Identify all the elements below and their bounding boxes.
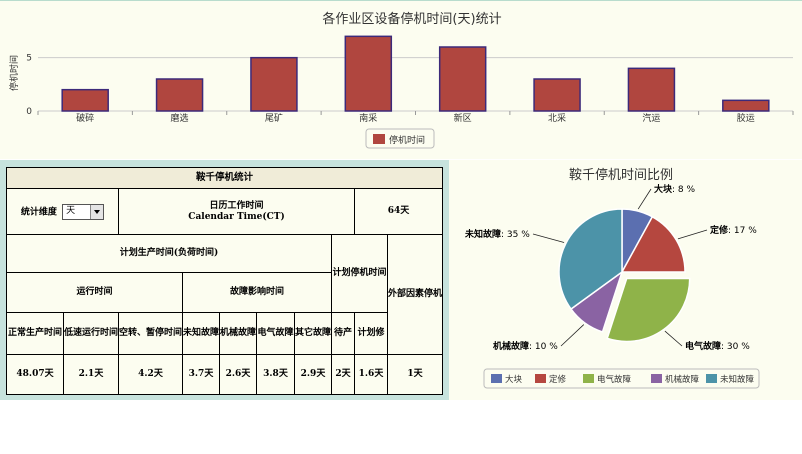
calendar-time-value: 64天 xyxy=(353,188,444,235)
pie-slice-1[interactable] xyxy=(620,215,686,273)
pie-slice-4[interactable] xyxy=(558,208,623,311)
bar-category-label: 南采 xyxy=(359,112,377,124)
stop-stats-table: 鞍千停机统计 统计维度 天 日历工作时间 Calendar Time(CT) 6… xyxy=(5,167,444,395)
pie-legend-swatch xyxy=(706,374,717,383)
pie-leader-line xyxy=(560,324,585,347)
external-stop-header: 外部因素停机 xyxy=(386,234,444,355)
col-other-fault: 其它故障 xyxy=(294,312,332,355)
bar-chart-ylabel: 停机时间 xyxy=(8,55,20,91)
stats-title: 鞍千停机统计 xyxy=(5,167,444,189)
pie-legend-swatch xyxy=(535,374,546,383)
bar-7[interactable] xyxy=(722,99,770,112)
pie-chart-panel: 鞍千停机时间比例 大块: 8 % 定修: 17 % 电气故障: 30 % 机械故障: … xyxy=(449,160,802,400)
pie-legend-item[interactable]: 电气故障 xyxy=(597,374,632,385)
dimension-label: 统计维度 xyxy=(20,207,57,217)
bar-1[interactable] xyxy=(155,78,204,112)
fault-time-header: 故障影响时间 xyxy=(182,272,332,313)
pie-leader-line xyxy=(677,229,708,240)
pie-chart: 鞍千停机时间比例 大块: 8 % 定修: 17 % 电气故障: 30 % 机械故障: … xyxy=(464,167,760,389)
bar-2[interactable] xyxy=(250,56,298,112)
dimension-select-value: 天 xyxy=(66,205,76,216)
pie-label-1: 定修: 17 % xyxy=(709,224,757,236)
pie-slice-2[interactable] xyxy=(606,277,691,343)
col-low-speed: 低速运行时间 xyxy=(63,312,119,355)
value-maintenance: 1.6天 xyxy=(354,354,388,395)
bar-5[interactable] xyxy=(533,78,581,112)
bar-category-label: 胶运 xyxy=(737,112,755,124)
bar-legend[interactable]: 停机时间 xyxy=(365,128,435,149)
calendar-time-cell: 日历工作时间 Calendar Time(CT) xyxy=(118,188,355,235)
pie-legend-swatch xyxy=(651,374,662,383)
bar-chart: 各作业区设备停机时间(天)统计 停机时间 0 5 破碎 磨选 尾矿 南采 新区 北采 汽运 胶运… xyxy=(8,11,794,149)
pie-leader-line xyxy=(532,233,565,243)
pie-legend-box xyxy=(483,368,760,389)
bar-chart-title: 各作业区设备停机时间(天)统计 xyxy=(322,11,501,27)
run-time-header: 运行时间 xyxy=(6,272,183,313)
pie-chart-title: 鞍千停机时间比例 xyxy=(569,167,673,183)
pie-legend-item[interactable]: 大块 xyxy=(505,374,523,385)
value-standby: 2天 xyxy=(331,354,355,395)
pie-label-4: 未知故障: 35 % xyxy=(464,228,530,240)
value-electrical-fault: 3.8天 xyxy=(256,354,295,395)
col-mechanical-fault: 机械故障 xyxy=(219,312,257,355)
pie-label-0: 大块: 8 % xyxy=(654,183,695,195)
value-low-speed: 2.1天 xyxy=(63,354,119,395)
bar-4[interactable] xyxy=(438,46,487,112)
bar-category-label: 破碎 xyxy=(76,112,94,124)
planned-stop-header: 计划停机时间 xyxy=(331,234,388,313)
value-other-fault: 2.9天 xyxy=(294,354,332,395)
value-idle: 4.2天 xyxy=(118,354,183,395)
pie-legend-item[interactable]: 未知故障 xyxy=(720,374,755,385)
col-maintenance: 计划修 xyxy=(354,312,388,355)
calendar-time-label-en: Calendar Time(CT) xyxy=(188,211,285,222)
bar-category-label: 尾矿 xyxy=(265,112,283,124)
bar-6[interactable] xyxy=(627,67,676,112)
calendar-time-label-cn: 日历工作时间 xyxy=(209,201,264,212)
pie-legend-swatch xyxy=(583,374,594,383)
bar-category-label: 汽运 xyxy=(642,112,660,124)
pie-legend-item[interactable]: 机械故障 xyxy=(665,374,700,385)
bar-0[interactable] xyxy=(61,88,109,112)
pie-legend-swatch xyxy=(491,374,502,383)
pie-leader-line xyxy=(664,330,683,347)
pie-label-2: 电气故障: 30 % xyxy=(685,340,750,352)
bar-ytick-label: 0 xyxy=(26,107,32,117)
planned-production-header: 计划生产时间(负荷时间) xyxy=(6,234,332,273)
stats-dimension-cell: 统计维度 天 xyxy=(6,188,119,235)
bar-legend-label: 停机时间 xyxy=(389,134,425,146)
dimension-select[interactable]: 天 xyxy=(62,203,105,220)
bar-category-label: 北采 xyxy=(548,113,566,124)
value-mechanical-fault: 2.6天 xyxy=(219,354,257,395)
bar-category-label: 新区 xyxy=(454,112,472,124)
stop-stats-panel: 鞍千停机统计 统计维度 天 日历工作时间 Calendar Time(CT) 6… xyxy=(0,160,449,400)
chevron-down-icon xyxy=(94,209,101,214)
col-standby: 待产 xyxy=(331,312,355,355)
value-unknown-fault: 3.7天 xyxy=(182,354,220,395)
dimension-select-button[interactable] xyxy=(90,204,104,219)
col-idle: 空转、暂停时间 xyxy=(118,312,183,355)
col-normal: 正常生产时间 xyxy=(6,312,64,355)
bar-category-label: 磨选 xyxy=(171,112,189,124)
col-unknown-fault: 未知故障 xyxy=(182,312,220,355)
value-external: 1天 xyxy=(386,354,444,395)
bar-legend-swatch xyxy=(373,134,385,144)
col-electrical-fault: 电气故障 xyxy=(256,312,295,355)
bar-3[interactable] xyxy=(344,35,393,112)
value-normal: 48.07天 xyxy=(6,354,64,395)
pie-leader-line xyxy=(637,188,652,210)
pie-legend-item[interactable]: 定修 xyxy=(549,374,567,385)
pie-label-3: 机械故障: 10 % xyxy=(493,340,558,352)
bar-ytick-label: 5 xyxy=(26,54,32,64)
bar-chart-panel: 各作业区设备停机时间(天)统计 停机时间 0 5 破碎 磨选 尾矿 南采 新区 北采 汽运 胶运… xyxy=(0,0,802,159)
